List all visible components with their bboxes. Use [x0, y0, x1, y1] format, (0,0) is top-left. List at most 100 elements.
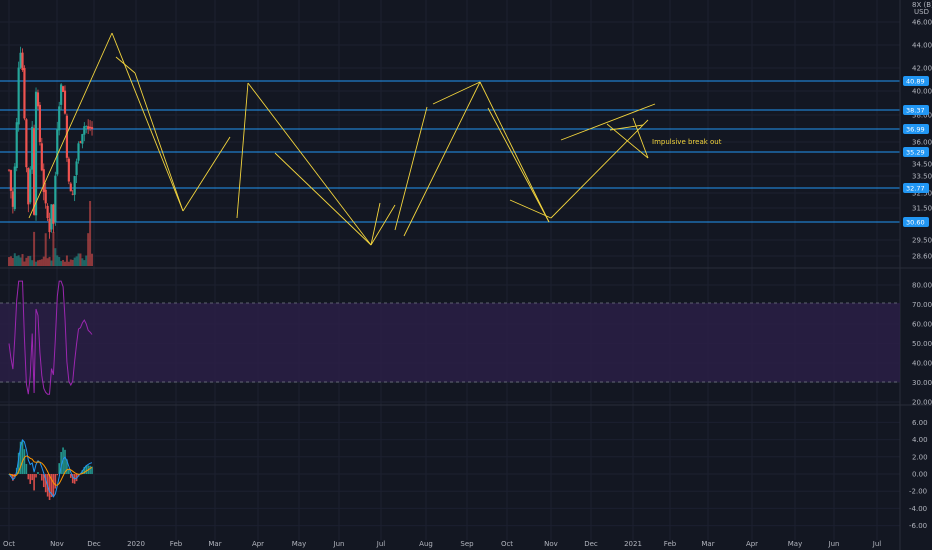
- price-level-tag: [903, 124, 929, 134]
- macd-histogram-bar: [29, 474, 32, 484]
- trendline: [28, 32, 113, 219]
- volume-bar: [50, 260, 53, 266]
- trendline: [111, 32, 184, 212]
- rsi-tick-label: 40.00: [912, 360, 932, 368]
- volume-bar: [25, 257, 28, 266]
- volume-bar: [75, 256, 78, 266]
- time-tick-label: Oct: [3, 540, 15, 548]
- time-tick-label: 2021: [624, 540, 642, 548]
- candle-body: [65, 115, 69, 158]
- volume-bar: [52, 231, 55, 266]
- macd-histogram-bar: [85, 465, 88, 474]
- macd-histogram-bar: [31, 474, 33, 481]
- candle-body: [17, 67, 20, 125]
- volume-bar: [63, 261, 66, 266]
- trendline: [370, 202, 381, 246]
- macd-histogram-bar: [21, 439, 24, 474]
- rsi-axis: 80.00 70.00 60.00 50.00 40.00 30.00 20.00: [912, 282, 932, 407]
- time-tick-label: Mar: [208, 540, 221, 548]
- price-tick-label: 40.00: [912, 88, 932, 96]
- time-tick-label: Apr: [746, 540, 758, 548]
- candle-body: [63, 90, 67, 114]
- rsi-tick-label: 20.00: [912, 399, 932, 407]
- volume-bar: [31, 260, 34, 266]
- time-tick-label: Sep: [460, 540, 474, 548]
- volume-bars: [8, 201, 94, 266]
- trendline: [115, 56, 136, 74]
- volume-bar: [62, 259, 65, 266]
- candle-body: [33, 128, 36, 215]
- annotation-text: Impulsive break out: [652, 138, 722, 146]
- macd-tick-label: 2.00: [912, 453, 928, 461]
- price-level-label: 32.77: [906, 185, 925, 193]
- volume-bar: [44, 233, 47, 266]
- candle-body: [46, 205, 49, 219]
- candle-body: [71, 193, 74, 195]
- macd-histogram-bar: [27, 474, 30, 480]
- price-level-tag: [903, 105, 929, 115]
- macd-histogram-bar: [44, 474, 47, 493]
- volume-bar: [11, 258, 14, 266]
- price-level-tag: [903, 217, 929, 227]
- price-level-tag: [903, 147, 929, 157]
- trendline: [247, 82, 372, 246]
- macd-histogram-bar: [66, 459, 68, 474]
- time-tick-label: Jun: [333, 540, 345, 548]
- macd-histogram-bar: [35, 474, 37, 478]
- candle-body: [83, 126, 86, 135]
- trendline: [394, 106, 428, 231]
- price-level-tag: [903, 76, 929, 86]
- volume-bar: [65, 255, 68, 266]
- candle-body: [15, 122, 18, 168]
- time-tick-label: Jul: [376, 540, 386, 548]
- volume-bar: [27, 256, 30, 266]
- axis-header-line2: USD: [914, 8, 929, 16]
- price-level-label: 35.29: [906, 149, 925, 157]
- trendline: [560, 103, 656, 141]
- macd-histogram-bar: [25, 463, 28, 474]
- candle-body: [19, 52, 22, 68]
- candle-body: [7, 169, 11, 171]
- candle-body: [9, 170, 13, 191]
- candle-body: [25, 119, 28, 168]
- macd-tick-label: 6.00: [912, 419, 928, 427]
- candle-body: [27, 167, 30, 205]
- candle-body: [67, 158, 70, 182]
- volume-bar: [58, 257, 61, 266]
- candle-body: [38, 104, 41, 143]
- candle-body: [31, 126, 34, 170]
- rsi-line: [8, 280, 93, 395]
- trendline: [134, 72, 184, 212]
- volume-bar: [42, 256, 45, 266]
- volume-bar: [36, 260, 39, 266]
- volume-bar: [81, 258, 84, 266]
- candle-body: [54, 175, 57, 222]
- trendline: [182, 136, 231, 212]
- macd-histogram-bar: [58, 463, 61, 474]
- macd-histogram-bar: [68, 469, 70, 474]
- time-tick-label: Mar: [701, 540, 714, 548]
- price-level-label: 38.37: [906, 107, 925, 115]
- macd-histogram-bar: [54, 474, 57, 489]
- candle-body: [56, 128, 59, 175]
- candle-body: [79, 141, 82, 143]
- trendline: [487, 107, 550, 223]
- rsi-tick-label: 70.00: [912, 301, 932, 309]
- rsi-band: [0, 303, 900, 382]
- macd-axis: 6.00 4.00 2.00 0.00 -2.00 -4.00 -6.00: [909, 419, 928, 530]
- volume-bar: [13, 253, 16, 266]
- price-level-labels: 40.89 38.37 36.99 35.29 32.77 30.60: [903, 76, 929, 227]
- macd-histogram-bar: [71, 474, 74, 484]
- candle-body: [77, 143, 80, 161]
- candle-body: [44, 189, 47, 204]
- volume-bar: [71, 259, 74, 266]
- volume-bar: [73, 257, 76, 266]
- trendline: [479, 81, 550, 223]
- trendline: [609, 124, 644, 131]
- macd-histogram-bar: [17, 452, 20, 474]
- price-level-tag: [903, 183, 929, 193]
- macd-histogram-bar: [69, 474, 72, 478]
- time-tick-label: Aug: [419, 540, 433, 548]
- macd-histogram-bar: [39, 474, 41, 475]
